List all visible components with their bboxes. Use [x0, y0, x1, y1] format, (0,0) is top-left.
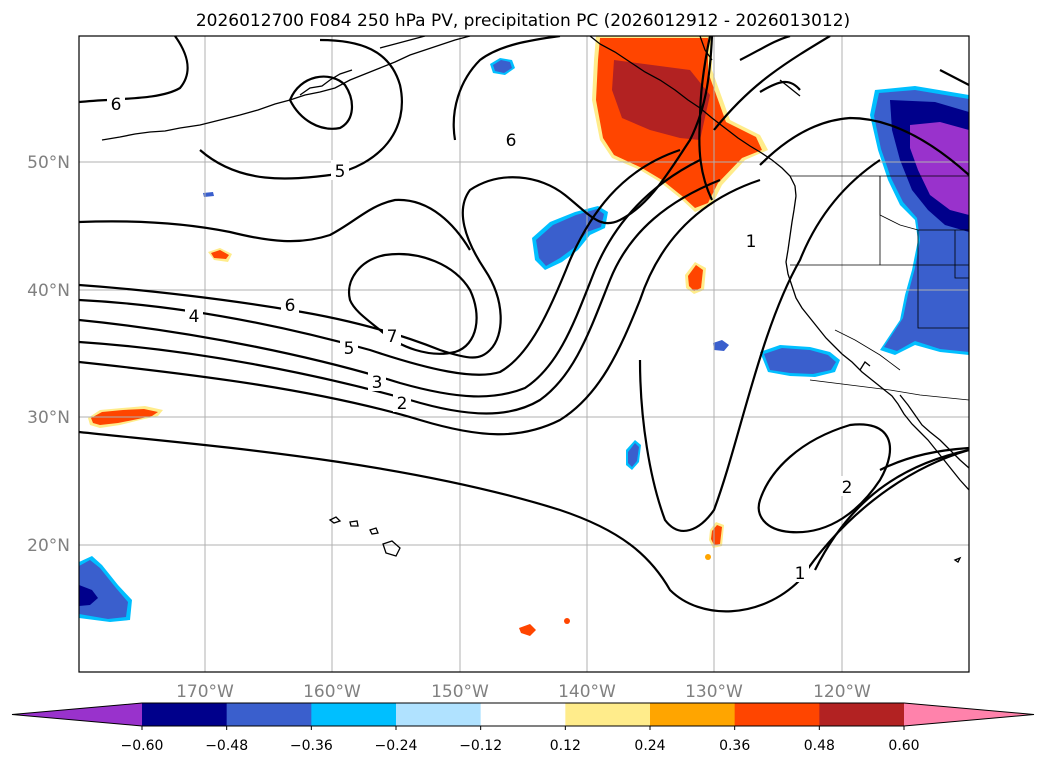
contour-6-e [79, 198, 471, 251]
contour-2-b [757, 423, 892, 534]
contour-1-g [814, 448, 969, 571]
contour-2-a [79, 178, 761, 436]
colorbar-tick-label: −0.36 [290, 738, 333, 754]
contour-7 [347, 253, 478, 355]
colorbar-segment [311, 703, 397, 726]
contour-label: 1 [795, 564, 806, 584]
lon-label: 150°W [431, 682, 489, 702]
contour-5-a [79, 148, 681, 376]
coastlines [101, 36, 969, 563]
contour-1-i [939, 69, 969, 86]
contour-6-c [288, 75, 353, 130]
contour-label: 2 [842, 478, 853, 498]
colorbar-segment [226, 703, 312, 726]
contour-label: 5 [344, 339, 355, 359]
colorbar-tick-label: 0.24 [634, 738, 665, 754]
lat-labels: 50°N 40°N 30°N 20°N [27, 153, 70, 556]
contour-label: 6 [111, 95, 122, 115]
lat-label: 40°N [27, 281, 70, 301]
contour-1-c [713, 36, 831, 131]
political-borders [790, 175, 969, 401]
colorbar-tick-label: 0.48 [804, 738, 835, 754]
colorbar-segment [565, 703, 651, 726]
contour-label: 4 [189, 307, 200, 327]
lon-label: 160°W [303, 682, 361, 702]
figure-title: 2026012700 F084 250 hPa PV, precipitatio… [196, 11, 850, 31]
contour-3 [79, 178, 721, 415]
colorbar-extend-high [904, 703, 1034, 726]
colorbar-tick-label: −0.60 [121, 738, 164, 754]
contour-label: 6 [506, 131, 517, 151]
contour-label: 3 [372, 373, 383, 393]
contour-labels: 6 5 6 4 6 7 5 3 2 1 2 1 [107, 93, 856, 584]
colorbar-extend-low [12, 703, 142, 726]
colorbar-tick-label: 0.36 [719, 738, 750, 754]
colorbar-tick-label: 0.12 [550, 738, 581, 754]
colorbar-tick-label: −0.24 [375, 738, 418, 754]
contour-4 [79, 159, 701, 398]
colorbar-tick-label: −0.48 [205, 738, 248, 754]
contour-1-f [739, 36, 791, 61]
map-frame [78, 35, 970, 673]
precipitation-fill [79, 36, 969, 636]
colorbar-segment [819, 703, 905, 726]
contour-label: 5 [335, 162, 346, 182]
contour-label: 6 [285, 296, 296, 316]
contour-label: 1 [746, 232, 757, 252]
colorbar-segment [650, 703, 736, 726]
lat-label: 50°N [27, 153, 70, 173]
lon-label: 140°W [558, 682, 616, 702]
contour-1-h [759, 80, 801, 93]
colorbar-segment [396, 703, 482, 726]
lon-labels: 170°W 160°W 150°W 140°W 130°W 120°W [176, 682, 871, 702]
contour-label: 7 [387, 327, 398, 347]
lat-label: 30°N [27, 408, 70, 428]
colorbar-tick-labels: −0.60 −0.48 −0.36 −0.24 −0.12 0.12 0.24 0.36 0.4… [121, 726, 920, 754]
colorbar-segment [734, 703, 820, 726]
contour-6-a [79, 36, 714, 359]
colorbar-tick-label: −0.12 [459, 738, 502, 754]
colorbar-segment [142, 703, 228, 726]
map-background [79, 36, 969, 672]
colorbar-tick-label: 0.60 [888, 738, 919, 754]
contour-5-b [199, 38, 403, 180]
pv-contours [79, 36, 969, 613]
colorbar-segment [480, 703, 566, 726]
map-area: 6 5 6 4 6 7 5 3 2 1 2 1 [79, 36, 969, 672]
contour-label: 2 [397, 394, 408, 414]
contour-2-c [879, 446, 969, 471]
contour-1-b [638, 159, 881, 532]
lat-label: 20°N [27, 536, 70, 556]
contour-6-d [452, 36, 561, 141]
lon-label: 130°W [685, 682, 743, 702]
lon-label: 170°W [176, 682, 234, 702]
contour-1-e [698, 36, 713, 201]
lon-label: 120°W [813, 682, 871, 702]
contour-1-d [759, 116, 969, 176]
colorbar [11, 702, 1035, 727]
